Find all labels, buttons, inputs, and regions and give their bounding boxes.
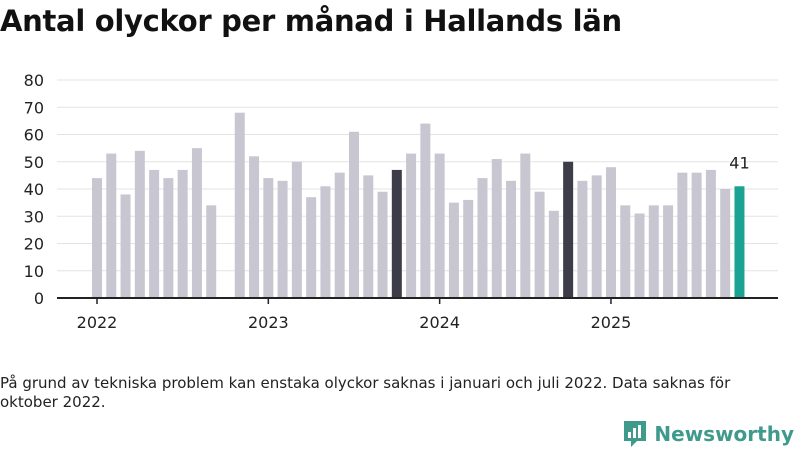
bar[interactable] xyxy=(648,205,659,298)
y-tick-label: 60 xyxy=(24,126,44,145)
bar[interactable] xyxy=(406,153,417,298)
bar[interactable] xyxy=(534,191,545,298)
bar[interactable] xyxy=(334,172,345,298)
bar[interactable] xyxy=(548,210,559,298)
y-tick-label: 70 xyxy=(24,98,44,117)
x-tick-label: 2025 xyxy=(591,313,632,332)
brand-logo[interactable]: Newsworthy xyxy=(622,418,794,450)
x-tick-label: 2024 xyxy=(419,313,460,332)
bar[interactable] xyxy=(420,123,431,298)
bar[interactable] xyxy=(677,172,688,298)
brand-name: Newsworthy xyxy=(654,422,794,446)
grid-lines xyxy=(57,79,778,272)
bar[interactable] xyxy=(120,194,131,298)
latest-value-label: 41 xyxy=(729,153,749,172)
y-tick-label: 0 xyxy=(34,289,44,308)
bar[interactable] xyxy=(277,180,288,298)
bar[interactable] xyxy=(263,178,274,298)
bar[interactable] xyxy=(434,153,445,298)
bar[interactable] xyxy=(691,172,702,298)
bar[interactable] xyxy=(177,169,188,298)
y-tick-label: 50 xyxy=(24,153,44,172)
y-tick-label: 40 xyxy=(24,180,44,199)
bar[interactable] xyxy=(591,175,602,298)
footnote: På grund av tekniska problem kan enstaka… xyxy=(0,374,731,411)
bar[interactable] xyxy=(249,156,260,298)
newsworthy-logo-icon xyxy=(624,421,647,447)
bar[interactable] xyxy=(306,197,317,298)
bar[interactable] xyxy=(191,148,202,298)
y-axis-ticks: 0 10 20 30 40 50 60 70 80 xyxy=(24,71,44,308)
bar[interactable] xyxy=(291,161,302,298)
bar[interactable] xyxy=(663,205,674,298)
bar[interactable] xyxy=(149,169,160,298)
bar[interactable] xyxy=(734,186,745,298)
x-tick-label: 2022 xyxy=(77,313,118,332)
y-tick-label: 80 xyxy=(24,71,44,90)
bar[interactable] xyxy=(705,169,716,298)
bar[interactable] xyxy=(720,189,731,298)
bar[interactable] xyxy=(320,186,331,298)
bar[interactable] xyxy=(134,150,145,298)
x-axis: 2022 2023 2024 2025 xyxy=(57,297,778,332)
bar[interactable] xyxy=(520,153,531,298)
bar[interactable] xyxy=(491,159,502,298)
bar[interactable] xyxy=(506,180,517,298)
y-tick-label: 10 xyxy=(24,262,44,281)
bar[interactable] xyxy=(234,112,245,298)
y-tick-label: 30 xyxy=(24,207,44,226)
bar[interactable] xyxy=(563,161,574,298)
bars xyxy=(92,112,745,298)
data-labels: 41 xyxy=(729,153,749,172)
bar[interactable] xyxy=(363,175,374,298)
y-tick-label: 20 xyxy=(24,235,44,254)
bar[interactable] xyxy=(577,180,588,298)
bar[interactable] xyxy=(106,153,117,298)
bar[interactable] xyxy=(377,191,388,298)
chart-title: Antal olyckor per månad i Hallands län xyxy=(0,4,622,38)
bar[interactable] xyxy=(448,202,459,298)
bar[interactable] xyxy=(634,213,645,298)
bar[interactable] xyxy=(463,199,474,298)
bar[interactable] xyxy=(620,205,631,298)
bar-chart: 0 10 20 30 40 50 60 70 80 2022 2023 2024 2025 41 xyxy=(24,71,778,332)
bar[interactable] xyxy=(605,167,616,298)
bar[interactable] xyxy=(477,178,488,298)
bar[interactable] xyxy=(206,205,217,298)
bar[interactable] xyxy=(391,169,402,298)
bar[interactable] xyxy=(348,131,359,298)
bar[interactable] xyxy=(92,178,102,298)
x-tick-label: 2023 xyxy=(248,313,289,332)
bar[interactable] xyxy=(163,178,174,298)
